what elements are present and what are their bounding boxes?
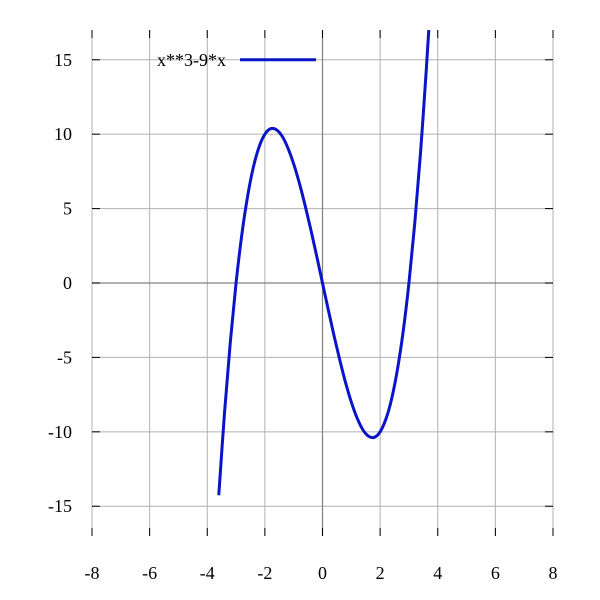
- x-tick-label: -2: [257, 563, 272, 583]
- series-line-0: [217, 30, 431, 496]
- tick-labels: -8 -6 -4 -2 0 2 4 6 8 -15 -10 -5 0 5 10 15: [48, 50, 558, 583]
- x-tick-label: 4: [433, 563, 442, 583]
- x-tick-label: -4: [200, 563, 215, 583]
- legend-label: x**3-9*x: [157, 50, 226, 70]
- y-tick-label: 5: [63, 199, 72, 219]
- y-tick-label: -5: [57, 347, 72, 367]
- series-layer: [217, 30, 431, 496]
- x-tick-label: -6: [142, 563, 157, 583]
- x-tick-label: -8: [85, 563, 100, 583]
- x-tick-label: 0: [318, 563, 327, 583]
- x-tick-label: 8: [549, 563, 558, 583]
- y-tick-label: -10: [48, 422, 72, 442]
- y-tick-label: 10: [54, 124, 72, 144]
- x-tick-label: 2: [376, 563, 385, 583]
- x-tick-label: 6: [491, 563, 500, 583]
- axis-ticks: [91, 30, 554, 536]
- y-tick-label: 15: [54, 50, 72, 70]
- y-tick-label: -15: [48, 496, 72, 516]
- y-tick-label: 0: [63, 273, 72, 293]
- legend: x**3-9*x: [157, 50, 316, 70]
